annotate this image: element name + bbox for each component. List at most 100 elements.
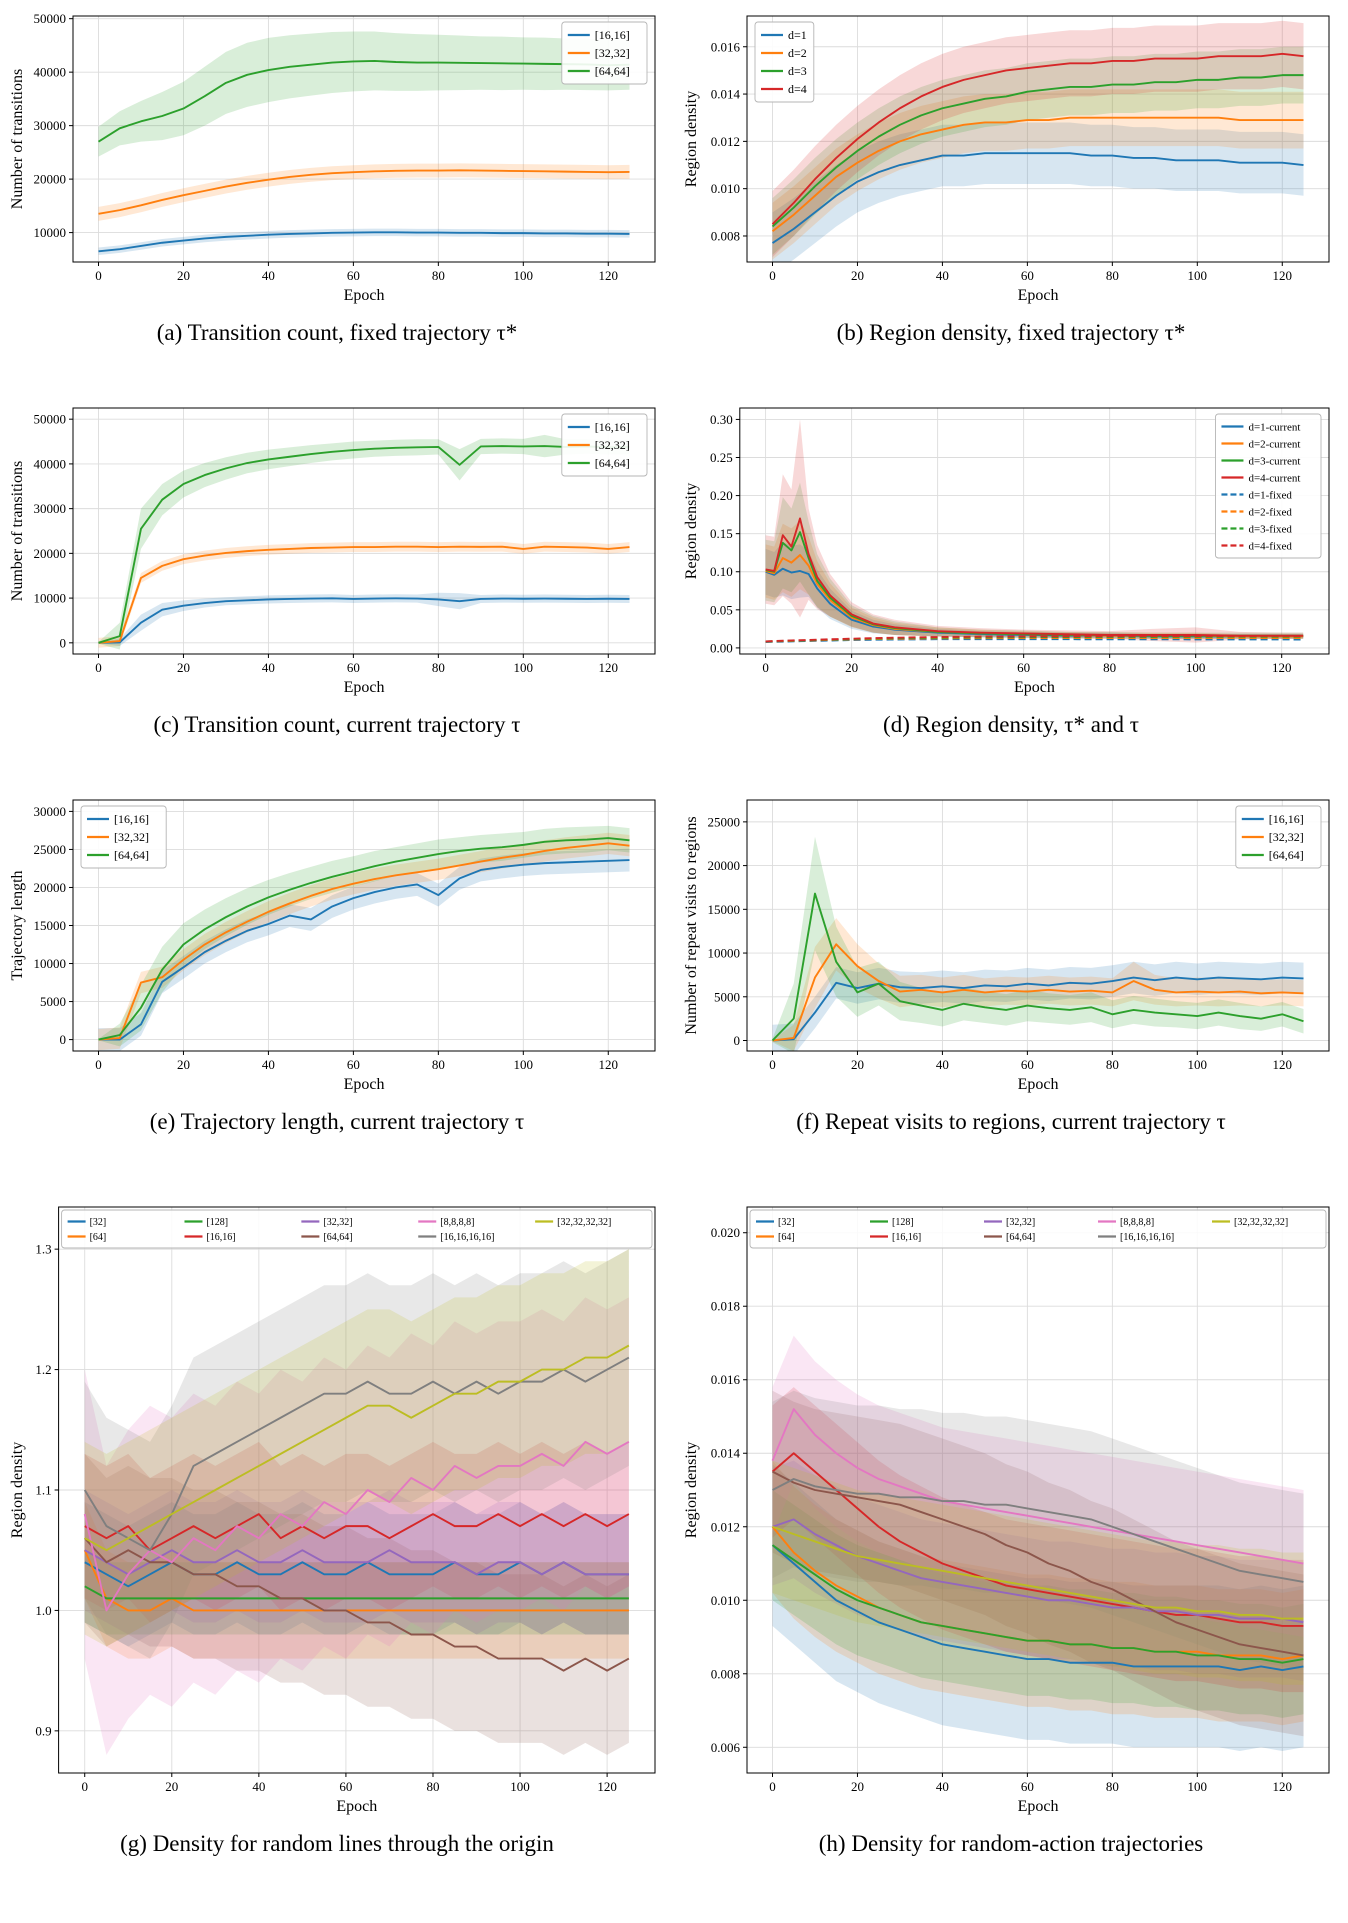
svg-text:20: 20 (851, 268, 864, 283)
svg-text:[64,64]: [64,64] (114, 848, 149, 862)
svg-text:[32,32,32,32]: [32,32,32,32] (557, 1217, 611, 1228)
svg-text:Epoch: Epoch (344, 1076, 385, 1093)
svg-text:[32,32]: [32,32] (114, 830, 149, 844)
svg-text:40: 40 (931, 660, 944, 675)
svg-text:80: 80 (1103, 660, 1116, 675)
svg-text:Region density: Region density (9, 1442, 26, 1538)
svg-text:Number of transitions: Number of transitions (9, 461, 26, 601)
svg-text:0.012: 0.012 (711, 134, 740, 149)
svg-text:30000: 30000 (34, 118, 67, 133)
caption-b: (b) Region density, fixed trajectory τ* (836, 320, 1186, 345)
svg-text:80: 80 (1106, 268, 1119, 283)
svg-text:20000: 20000 (34, 546, 67, 561)
caption-a: (a) Transition count, fixed trajectory τ… (156, 320, 518, 345)
svg-text:0.018: 0.018 (711, 1299, 740, 1314)
svg-text:120: 120 (1273, 268, 1293, 283)
svg-text:20: 20 (851, 1057, 864, 1072)
svg-text:120: 120 (599, 1057, 619, 1072)
svg-text:40: 40 (936, 1057, 949, 1072)
chart-h: 0 20 40 60 80 100 120 0.006 0.008 0.010 0.012 0.014… (683, 1206, 1330, 1815)
svg-text:[32,32]: [32,32] (1006, 1217, 1035, 1228)
caption-e: (e) Trajectory length, current trajector… (149, 1109, 525, 1134)
svg-text:0: 0 (769, 1779, 776, 1794)
svg-text:0.016: 0.016 (711, 39, 741, 54)
figure-row-3: 0 20 40 60 80 100 120 0 5000 10000 15000 20000 25000… (0, 792, 1348, 1135)
chart-f: 0 20 40 60 80 100 120 0 5000 10000 15000 20000 25000… (683, 799, 1330, 1093)
chart-d: 0 20 40 60 80 100 120 0.00 0.05 0.10 0.15 0.20 0.25 0… (683, 407, 1330, 696)
svg-text:d=1: d=1 (788, 28, 807, 42)
svg-text:80: 80 (1106, 1057, 1119, 1072)
svg-text:Region density: Region density (683, 91, 700, 187)
figure-row-1: 0 20 40 60 80 100 120 10000 20000 30000 40000 50000… (0, 8, 1348, 346)
svg-text:0.008: 0.008 (711, 228, 740, 243)
svg-text:Epoch: Epoch (1018, 287, 1059, 304)
svg-text:[16,16]: [16,16] (595, 420, 630, 434)
svg-text:[32,32,32,32]: [32,32,32,32] (1234, 1217, 1288, 1228)
svg-text:d=4-current: d=4-current (1248, 472, 1300, 484)
svg-text:50000: 50000 (34, 412, 67, 427)
svg-text:40: 40 (936, 1779, 949, 1794)
caption-h: (h) Density for random-action trajectori… (818, 1831, 1204, 1856)
svg-text:80: 80 (432, 268, 445, 283)
svg-text:25000: 25000 (708, 814, 741, 829)
svg-text:20: 20 (165, 1779, 178, 1794)
svg-text:120: 120 (1273, 1779, 1293, 1794)
subplot-b: 0 20 40 60 80 100 120 0.008 0.010 0.012 0.014 0.016… (674, 8, 1348, 346)
svg-text:d=2-fixed: d=2-fixed (1248, 506, 1292, 518)
svg-text:d=3-current: d=3-current (1248, 455, 1300, 467)
svg-text:100: 100 (514, 1057, 534, 1072)
svg-text:0: 0 (81, 1779, 88, 1794)
svg-text:Trajectory length: Trajectory length (9, 870, 26, 980)
svg-text:[64,64]: [64,64] (323, 1232, 352, 1243)
svg-text:0.30: 0.30 (710, 412, 733, 427)
svg-text:Number of repeat visits to reg: Number of repeat visits to regions (683, 816, 700, 1034)
svg-text:15000: 15000 (708, 902, 741, 917)
svg-text:40: 40 (262, 268, 275, 283)
chart-a: 0 20 40 60 80 100 120 10000 20000 30000 40000 50000… (9, 11, 656, 304)
svg-text:Epoch: Epoch (1018, 1076, 1059, 1093)
svg-text:[8,8,8,8]: [8,8,8,8] (1120, 1217, 1154, 1228)
svg-text:d=2-current: d=2-current (1248, 438, 1300, 450)
svg-text:40: 40 (252, 1779, 265, 1794)
svg-text:40: 40 (262, 660, 275, 675)
svg-text:[64,64]: [64,64] (1006, 1232, 1035, 1243)
svg-text:Epoch: Epoch (1014, 679, 1055, 696)
svg-text:[16,16]: [16,16] (892, 1232, 921, 1243)
svg-text:[64,64]: [64,64] (595, 456, 630, 470)
svg-text:100: 100 (1188, 1057, 1208, 1072)
svg-text:15000: 15000 (34, 918, 67, 933)
svg-text:60: 60 (347, 268, 360, 283)
figure-row-4: 0 20 40 60 80 100 120 0.9 1.0 1.1 1.2 1.3 Epoch Regio… (0, 1199, 1348, 1857)
svg-text:d=3-fixed: d=3-fixed (1248, 523, 1292, 535)
svg-text:0.25: 0.25 (710, 450, 733, 465)
svg-text:d=4-fixed: d=4-fixed (1248, 540, 1292, 552)
svg-text:120: 120 (599, 660, 619, 675)
svg-text:[32,32]: [32,32] (323, 1217, 352, 1228)
svg-text:Region density: Region density (683, 483, 700, 579)
svg-text:[16,16,16,16]: [16,16,16,16] (440, 1232, 494, 1243)
svg-text:1.1: 1.1 (35, 1483, 51, 1498)
svg-text:20: 20 (177, 660, 190, 675)
svg-text:[64]: [64] (778, 1232, 795, 1243)
svg-text:Epoch: Epoch (1018, 1798, 1059, 1815)
svg-text:100: 100 (514, 660, 534, 675)
svg-text:20: 20 (177, 1057, 190, 1072)
svg-text:80: 80 (426, 1779, 439, 1794)
svg-text:25000: 25000 (34, 842, 67, 857)
svg-text:[128]: [128] (206, 1217, 228, 1228)
svg-text:[16,16]: [16,16] (595, 28, 630, 42)
svg-text:100: 100 (1188, 1779, 1208, 1794)
svg-text:40: 40 (936, 268, 949, 283)
svg-text:[128]: [128] (892, 1217, 914, 1228)
svg-text:Number of transitions: Number of transitions (9, 69, 26, 209)
subplot-c: 0 20 40 60 80 100 120 0 10000 20000 30000 40000 5000… (0, 400, 674, 738)
svg-text:20: 20 (177, 268, 190, 283)
svg-text:0.020: 0.020 (711, 1225, 740, 1240)
svg-text:[16,16,16,16]: [16,16,16,16] (1120, 1232, 1174, 1243)
chart-b: 0 20 40 60 80 100 120 0.008 0.010 0.012 0.014 0.016… (683, 15, 1330, 304)
svg-text:60: 60 (1021, 1779, 1034, 1794)
svg-text:120: 120 (597, 1779, 617, 1794)
svg-text:0: 0 (95, 268, 102, 283)
svg-text:10000: 10000 (708, 946, 741, 961)
